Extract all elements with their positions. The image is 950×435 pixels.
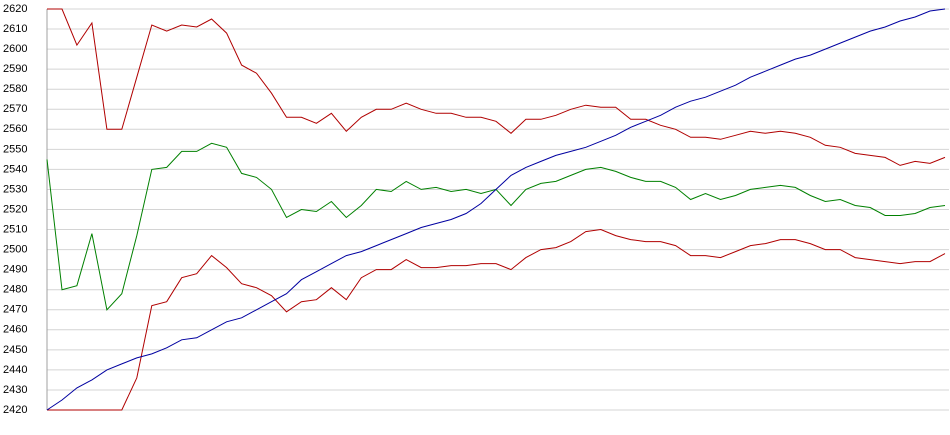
y-tick-label: 2510	[3, 223, 27, 235]
y-tick-label: 2530	[3, 183, 27, 195]
y-tick-label: 2520	[3, 203, 27, 215]
y-tick-label: 2580	[3, 83, 27, 95]
y-tick-label: 2550	[3, 143, 27, 155]
y-tick-label: 2600	[3, 43, 27, 55]
y-tick-label: 2450	[3, 344, 27, 356]
y-tick-label: 2590	[3, 63, 27, 75]
y-tick-label: 2500	[3, 244, 27, 256]
y-tick-label: 2430	[3, 384, 27, 396]
y-tick-label: 2490	[3, 264, 27, 276]
y-tick-label: 2440	[3, 364, 27, 376]
y-tick-label: 2620	[3, 3, 27, 15]
y-tick-label: 2460	[3, 324, 27, 336]
y-tick-label: 2420	[3, 404, 27, 416]
y-tick-label: 2480	[3, 284, 27, 296]
line-series	[47, 8, 946, 166]
y-tick-label: 2570	[3, 103, 27, 115]
line-series	[46, 8, 946, 411]
line-series	[47, 228, 946, 411]
y-tick-label: 2610	[3, 23, 27, 35]
y-tick-label: 2560	[3, 123, 27, 135]
y-tick-label: 2540	[3, 163, 27, 175]
y-tick-label: 2470	[3, 304, 27, 316]
